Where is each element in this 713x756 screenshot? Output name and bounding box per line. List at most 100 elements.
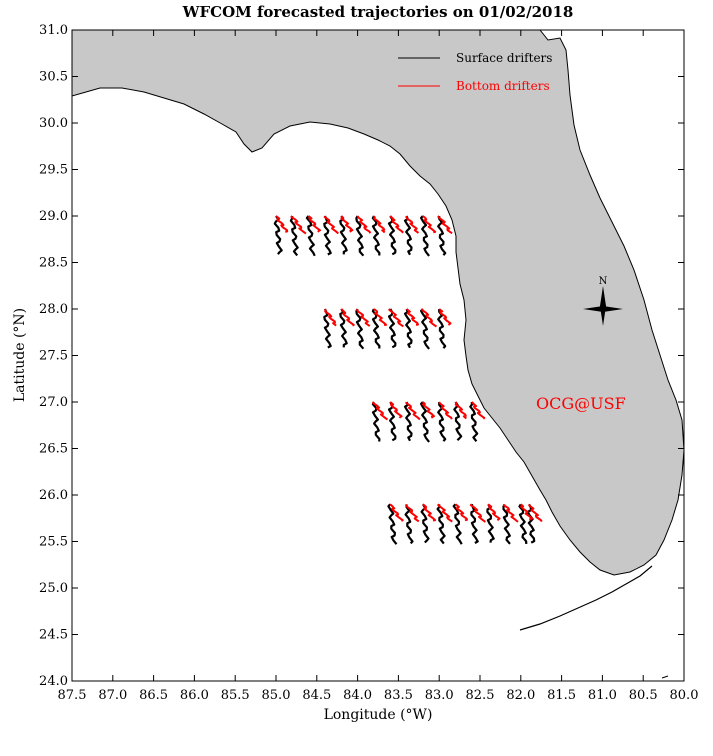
bottom-drifter-track: [503, 503, 519, 523]
y-tick-label: 30.5: [39, 70, 68, 85]
bottom-drifter-track: [528, 503, 543, 523]
bottom-drifter-track: [275, 215, 289, 233]
y-tick-label: 28.5: [39, 256, 68, 271]
bottom-drifter-track: [389, 401, 403, 419]
surface-drifter-track: [420, 215, 430, 257]
surface-drifter-track: [404, 504, 414, 545]
bottom-drifter-track: [373, 215, 386, 234]
bottom-drifter-track: [422, 503, 437, 522]
surface-drifter-track: [403, 215, 413, 256]
y-tick-label: 25.0: [39, 581, 68, 596]
bottom-drifter-track: [388, 308, 404, 328]
x-axis-title: Longitude (°W): [324, 707, 433, 723]
surface-drifter-track: [526, 503, 536, 544]
y-tick-label: 27.5: [39, 349, 68, 364]
bottom-drifter-track: [487, 503, 501, 522]
bottom-drifter-track: [422, 215, 437, 234]
bottom-drifter-track: [437, 215, 453, 235]
surface-drifter-track: [387, 308, 397, 349]
florida-land: [71, 29, 685, 576]
x-tick-label: 82.0: [506, 688, 535, 703]
map-title: WFCOM forecasted trajectories on 01/02/2…: [182, 3, 574, 21]
surface-drifter-track: [387, 503, 398, 545]
florida-keys: [519, 565, 653, 631]
x-tick-label: 80.5: [629, 688, 658, 703]
x-tick-label: 82.5: [466, 688, 495, 703]
y-tick-label: 31.0: [39, 23, 68, 38]
x-tick-label: 83.5: [384, 688, 413, 703]
credit-label: OCG@USF: [536, 394, 626, 413]
surface-drifter-track: [371, 401, 381, 442]
bottom-drifter-track: [405, 401, 421, 421]
y-tick-label: 30.0: [39, 116, 68, 131]
bottom-drifter-track: [422, 401, 435, 419]
bottom-drifter-track: [420, 308, 438, 328]
surface-drifter-track: [469, 401, 479, 442]
bottom-drifter-track: [469, 503, 486, 523]
bottom-drifter-track: [340, 215, 354, 233]
compass-needle-ew: [583, 306, 623, 312]
y-axis-title: Latitude (°N): [12, 308, 28, 402]
surface-drifter-track: [387, 401, 397, 442]
surface-drifter-track: [355, 215, 365, 257]
y-tick-label: 25.5: [39, 535, 68, 550]
y-tick-label: 28.0: [39, 302, 68, 317]
compass-rose: N: [583, 276, 623, 326]
bottom-drifter-track: [290, 215, 307, 235]
trajectories: [273, 215, 543, 545]
surface-drifter-track: [436, 504, 446, 545]
bottom-drifter-track: [307, 215, 321, 233]
x-tick-label: 81.0: [588, 688, 617, 703]
x-tick-label: 84.5: [302, 688, 331, 703]
bottom-drifter-track: [405, 503, 420, 523]
bottom-drifter-track: [438, 308, 452, 326]
x-tick-label: 81.5: [547, 688, 576, 703]
bottom-drifter-track: [356, 215, 372, 234]
bottom-drifter-track: [389, 215, 404, 234]
surface-drifter-track: [305, 215, 316, 257]
y-tick-label: 27.0: [39, 395, 68, 410]
y-tick-label: 29.5: [39, 163, 68, 178]
x-tick-label: 87.5: [58, 688, 87, 703]
surface-drifter-track: [437, 402, 447, 442]
surface-drifter-track: [355, 308, 365, 350]
surface-drifter-track: [273, 215, 283, 255]
surface-drifter-track: [437, 216, 447, 256]
bottom-drifter-track: [438, 401, 453, 420]
bottom-drifter-track: [389, 503, 404, 522]
legend-bottom-label: Bottom drifters: [456, 79, 550, 93]
bottom-drifter-track: [324, 308, 337, 327]
surface-drifter-track: [518, 503, 528, 544]
bottom-drifter-track: [454, 401, 467, 420]
x-tick-label: 86.5: [139, 688, 168, 703]
surface-drifter-track: [420, 308, 430, 350]
bottom-drifter-track: [405, 215, 420, 234]
surface-drifter-track: [453, 401, 463, 441]
bottom-drifter-track: [323, 215, 339, 235]
x-tick-label: 87.0: [98, 688, 127, 703]
surface-drifter-track: [403, 308, 413, 349]
surface-drifter-track: [486, 503, 495, 543]
x-tick-label: 85.5: [221, 688, 250, 703]
bottom-drifter-track: [454, 503, 468, 522]
surface-drifter-track: [420, 401, 430, 443]
surface-drifter-track: [470, 503, 479, 544]
surface-drifter-track: [339, 215, 348, 255]
x-tick-label: 85.0: [262, 688, 291, 703]
surface-drifter-track: [437, 309, 447, 349]
surface-drifter-track: [502, 503, 511, 545]
bottom-drifter-track: [405, 308, 419, 326]
surface-drifter-track: [339, 308, 348, 348]
surface-drifter-track: [323, 215, 332, 256]
surface-drifter-track: [371, 308, 381, 349]
bottom-drifter-track: [340, 308, 355, 327]
surface-drifter-track: [420, 503, 430, 544]
y-tick-label: 29.0: [39, 209, 68, 224]
x-tick-label: 86.0: [180, 688, 209, 703]
legend: Surface drifters Bottom drifters: [398, 51, 552, 93]
bottom-drifter-track: [356, 308, 371, 327]
surface-drifter-track: [289, 215, 299, 257]
compass-north-label: N: [599, 276, 608, 287]
bottom-drifter-track: [471, 401, 486, 420]
